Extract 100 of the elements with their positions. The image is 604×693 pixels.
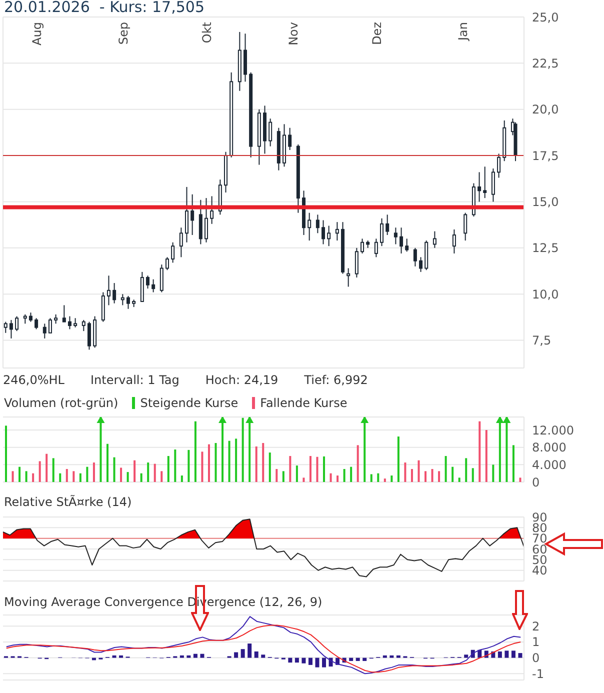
bar xyxy=(438,471,440,482)
bar xyxy=(180,476,183,482)
bar xyxy=(356,445,359,482)
bar xyxy=(444,456,447,482)
candlestick xyxy=(74,318,78,328)
candlestick xyxy=(28,312,32,322)
bar xyxy=(194,421,196,482)
bar xyxy=(59,473,62,482)
candlestick xyxy=(405,238,409,252)
y-tick-label: 17,5 xyxy=(532,148,559,163)
bar xyxy=(228,440,230,482)
bar xyxy=(465,458,468,482)
candlestick xyxy=(42,323,46,339)
candlestick xyxy=(112,282,116,304)
x-tick-label: Jan xyxy=(456,22,470,42)
candlestick xyxy=(146,275,150,290)
bar xyxy=(120,468,122,482)
bar xyxy=(160,471,163,482)
candlestick xyxy=(419,256,423,272)
bar xyxy=(512,445,514,482)
candlestick xyxy=(316,214,320,234)
bar xyxy=(382,655,387,658)
chart-title: Relative StÃ¤rke (14) xyxy=(4,495,132,509)
y-tick-label: 20,0 xyxy=(532,102,559,117)
bar xyxy=(362,658,367,661)
bar xyxy=(18,466,21,482)
bar xyxy=(308,658,312,665)
bar xyxy=(242,418,244,482)
text: Intervall: 1 Tag xyxy=(90,373,180,387)
legend-label: Fallende Kurse xyxy=(260,396,348,410)
bar xyxy=(330,473,332,482)
y-tick-label: 12,5 xyxy=(532,241,559,256)
candlestick xyxy=(380,218,384,247)
text: Tief: 6,992 xyxy=(304,373,368,387)
bar xyxy=(309,456,312,482)
bar xyxy=(343,469,346,482)
bar xyxy=(349,658,354,661)
text: 246,0%HL xyxy=(3,373,64,387)
candlestick xyxy=(190,194,194,236)
y-tick-label: 2 xyxy=(532,619,540,634)
legend-label: Steigende Kurse xyxy=(140,396,238,410)
candlestick xyxy=(62,304,66,322)
y-tick-label: 7,5 xyxy=(532,334,552,348)
bar xyxy=(294,658,299,663)
candlestick xyxy=(184,186,188,243)
bar xyxy=(147,462,150,482)
bar xyxy=(498,651,502,658)
bar xyxy=(255,446,258,482)
candlestick xyxy=(432,230,436,248)
bar xyxy=(519,478,522,482)
bar xyxy=(302,478,305,482)
candlestick xyxy=(68,316,72,330)
bar xyxy=(154,464,156,482)
bar xyxy=(418,460,420,482)
x-tick-label: Sep xyxy=(116,22,130,45)
bar xyxy=(431,469,434,482)
y-tick-label: 10,0 xyxy=(532,287,559,302)
candlestick xyxy=(322,220,326,245)
bar xyxy=(296,466,298,482)
bar xyxy=(86,466,88,482)
candlestick xyxy=(394,227,398,245)
y-tick-label: 1 xyxy=(532,635,540,650)
bar xyxy=(390,476,393,482)
bar xyxy=(79,473,82,482)
line-series xyxy=(2,518,524,578)
chart-title: Volumen (rot-grün) xyxy=(4,396,118,410)
candlestick xyxy=(400,227,404,254)
candlestick xyxy=(483,166,487,199)
bar xyxy=(92,462,95,482)
bar xyxy=(140,473,142,482)
bar xyxy=(302,658,306,664)
bar xyxy=(167,456,170,482)
y-tick-label: 15,0 xyxy=(532,194,559,209)
y-tick-label: 22,5 xyxy=(532,56,559,70)
bar xyxy=(174,450,176,482)
candlestick xyxy=(34,318,38,330)
candlestick xyxy=(48,318,52,334)
bar xyxy=(492,464,494,482)
bar xyxy=(276,469,278,482)
candlestick xyxy=(106,275,110,306)
candlestick xyxy=(288,127,292,151)
y-tick-label: 8.000 xyxy=(532,440,566,455)
y-tick-label: -1 xyxy=(532,666,544,681)
bar xyxy=(458,478,460,482)
bar xyxy=(52,458,54,482)
bar xyxy=(282,471,284,482)
candlestick xyxy=(23,314,27,324)
x-tick-label: Okt xyxy=(200,22,214,44)
bar xyxy=(316,456,318,482)
chart-title: 20.01.2026 - Kurs: 17,505 xyxy=(4,0,204,16)
bar xyxy=(46,454,48,482)
bar xyxy=(404,462,406,482)
x-tick-label: Nov xyxy=(286,22,300,46)
candlestick xyxy=(308,212,312,242)
bar xyxy=(66,469,68,482)
bar xyxy=(452,466,454,482)
bar xyxy=(390,655,394,658)
bar xyxy=(235,438,238,482)
bar xyxy=(38,461,41,482)
candlestick xyxy=(160,264,164,293)
